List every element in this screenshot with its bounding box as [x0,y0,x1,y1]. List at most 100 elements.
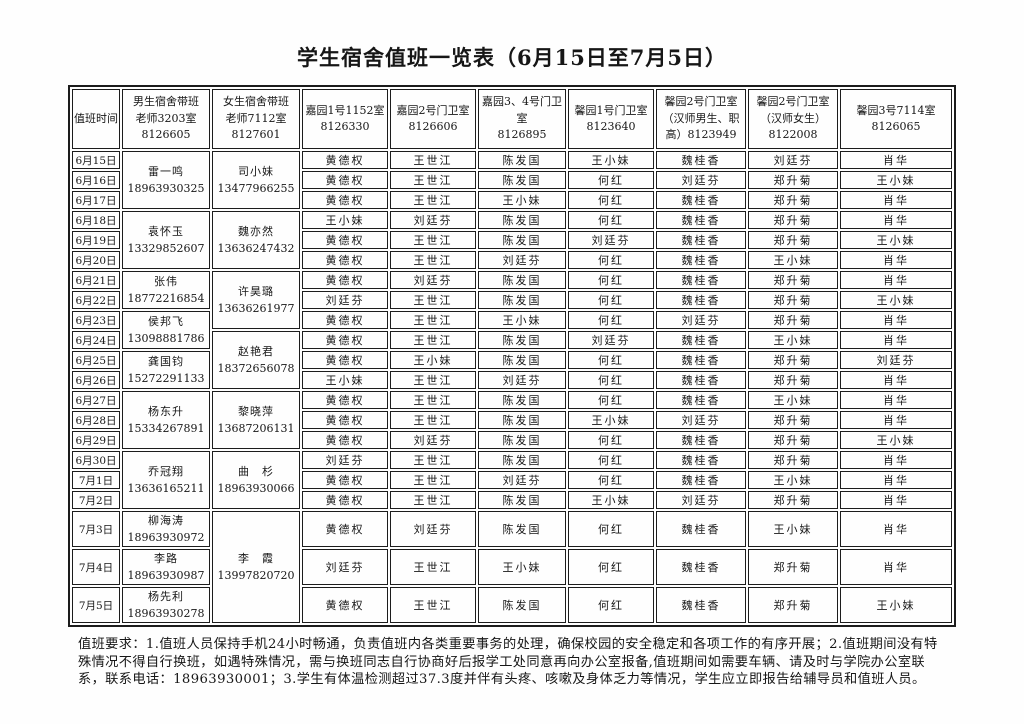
duty-cell: 王小妹 [840,171,952,189]
duty-cell: 刘廷芬 [656,491,746,509]
teacher-name: 张伟 [154,274,178,288]
duty-cell: 刘廷芬 [478,251,566,269]
duty-cell: 刘廷芬 [302,291,388,309]
teacher-name: 许昊璐 [238,284,274,298]
header-row: 值班时间 男生宿舍带班 老师3203室 8126605 女生宿舍带班 老师711… [72,89,952,149]
duty-cell: 王世江 [390,491,476,509]
duty-cell: 黄德权 [302,391,388,409]
teacher-phone: 13997820720 [217,569,295,583]
teacher-phone: 18772216854 [127,292,205,305]
date-cell: 7月5日 [72,587,120,624]
table-row: 6月28日 黄德权 王世江 陈发国 王小妹 刘廷芬 郑升菊 肖华 [72,411,952,429]
duty-cell: 陈发国 [478,231,566,249]
duty-cell: 肖华 [840,271,952,289]
duty-cell: 黄德权 [302,491,388,509]
table-row: 6月29日 黄德权 刘廷芬 陈发国 何红 魏桂香 郑升菊 王小妹 [72,431,952,449]
date-cell: 6月17日 [72,191,120,209]
date-cell: 6月22日 [72,291,120,309]
duty-cell: 刘廷芬 [390,211,476,229]
duty-cell: 魏桂香 [656,331,746,349]
male-teacher-cell: 龚国钧 15272291133 [122,351,210,389]
duty-cell: 王世江 [390,471,476,489]
female-teacher-cell: 许昊璐 13636261977 [212,271,300,329]
duty-cell: 郑升菊 [748,311,838,329]
duty-cell: 刘廷芬 [302,549,388,586]
duty-cell: 何红 [568,291,654,309]
teacher-name: 李 霞 [238,552,274,566]
duty-cell: 何红 [568,371,654,389]
duty-cell: 郑升菊 [748,451,838,469]
duty-cell: 魏桂香 [656,451,746,469]
duty-cell: 王世江 [390,151,476,169]
teacher-phone: 13687206131 [217,422,295,435]
duty-cell: 黄德权 [302,351,388,369]
duty-cell: 王世江 [390,191,476,209]
page-title: 学生宿舍值班一览表（6月15日至7月5日） [296,45,728,70]
duty-cell: 肖华 [840,251,952,269]
duty-cell: 陈发国 [478,391,566,409]
duty-cell: 何红 [568,171,654,189]
duty-notes: 值班要求：1.值班人员保持手机24小时畅通，负责值班内各类重要事务的处理，确保校… [78,637,938,688]
duty-cell: 王世江 [390,411,476,429]
teacher-phone: 15334267891 [127,422,205,435]
duty-cell: 黄德权 [302,511,388,548]
duty-cell: 何红 [568,251,654,269]
duty-cell: 肖华 [840,371,952,389]
female-teacher-cell: 司小妹 13477966255 [212,151,300,209]
teacher-name: 杨东升 [148,404,184,418]
duty-cell: 刘廷芬 [390,511,476,548]
duty-cell: 魏桂香 [656,587,746,624]
duty-cell: 王世江 [390,291,476,309]
female-teacher-cell: 魏亦然 13636247432 [212,211,300,269]
duty-cell: 王小妹 [748,511,838,548]
duty-cell: 陈发国 [478,151,566,169]
teacher-name: 龚国钧 [148,354,184,368]
teacher-phone: 13636247432 [217,242,295,255]
duty-cell: 肖华 [840,311,952,329]
teacher-phone: 18372656078 [217,362,295,375]
duty-cell: 魏桂香 [656,511,746,548]
table-row: 6月27日 杨东升 15334267891 黎晓萍 13687206131 黄德权 王世江陈… [72,391,952,449]
table-row: 7月2日 黄德权 王世江 陈发国 王小妹 刘廷芬 郑升菊 肖华 [72,491,952,509]
duty-cell: 魏桂香 [656,191,746,209]
duty-cell: 刘廷芬 [568,231,654,249]
table-row: 6月24日 赵艳君 18372656078 黄德权 王世江 陈发国 刘廷芬 魏桂香 王小妹 肖华 [72,331,952,389]
duty-cell: 刘廷芬 [390,431,476,449]
duty-cell: 王小妹 [478,549,566,586]
duty-cell: 肖华 [840,151,952,169]
duty-cell: 黄德权 [302,191,388,209]
duty-cell: 王小妹 [568,491,654,509]
date-cell: 6月30日 [72,451,120,469]
teacher-name: 柳海涛 [148,514,184,527]
duty-cell: 刘廷芬 [390,271,476,289]
duty-cell: 何红 [568,391,654,409]
duty-cell: 王世江 [390,549,476,586]
table-row: 6月21日 张伟 18772216854 许昊璐 13636261977 黄德权 刘廷芬 陈发… [72,271,952,329]
duty-cell: 魏桂香 [656,231,746,249]
duty-cell: 郑升菊 [748,587,838,624]
duty-cell: 魏桂香 [656,271,746,289]
duty-cell: 王小妹 [840,291,952,309]
duty-cell: 王小妹 [748,391,838,409]
duty-cell: 郑升菊 [748,191,838,209]
date-cell: 6月23日 [72,311,120,329]
duty-cell: 刘廷芬 [748,151,838,169]
duty-cell: 刘廷芬 [568,331,654,349]
duty-cell: 王小妹 [568,151,654,169]
duty-cell: 陈发国 [478,291,566,309]
duty-cell: 王世江 [390,171,476,189]
duty-cell: 肖华 [840,471,952,489]
duty-cell: 郑升菊 [748,411,838,429]
duty-cell: 陈发国 [478,171,566,189]
table-row: 7月1日 黄德权 王世江 刘廷芬 何红 魏桂香 王小妹 肖华 [72,471,952,489]
duty-cell: 何红 [568,549,654,586]
duty-cell: 魏桂香 [656,151,746,169]
teacher-phone: 18963930987 [127,569,205,583]
duty-cell: 何红 [568,471,654,489]
duty-cell: 陈发国 [478,271,566,289]
teacher-name: 赵艳君 [238,344,274,358]
date-cell: 7月4日 [72,549,120,586]
table-row: 6月30日 乔冠翔 13636165211 曲 杉 18963930066 刘廷芬 王世江陈… [72,451,952,509]
duty-cell: 何红 [568,271,654,289]
